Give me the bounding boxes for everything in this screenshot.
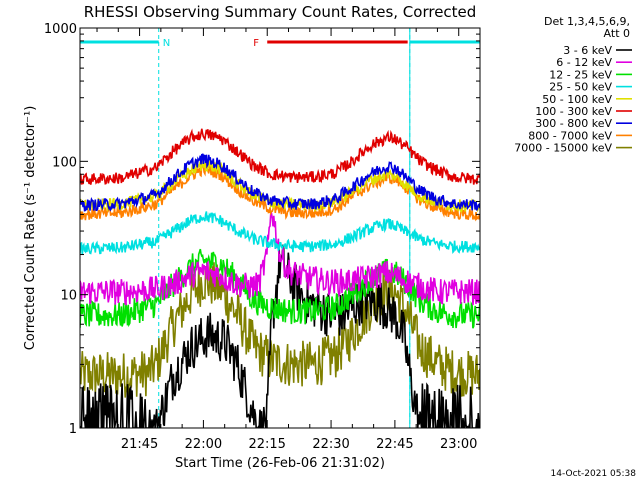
detector-info-text: Att 0 <box>604 27 630 40</box>
series-line <box>80 128 480 185</box>
series-line <box>80 159 480 214</box>
y-tick-label: 1 <box>69 422 77 437</box>
legend-label: 100 - 300 keV <box>535 105 612 118</box>
series-line <box>80 153 480 212</box>
y-axis-label: Corrected Count Rate (s⁻¹ detector⁻¹) <box>23 106 38 351</box>
legend-label: 3 - 6 keV <box>563 44 612 57</box>
x-tick-label: 21:45 <box>121 437 158 452</box>
y-tick-label: 1000 <box>44 22 77 37</box>
x-axis: 21:45 22:00 22:15 22:30 22:45 23:00 <box>96 28 477 452</box>
flag-label: N <box>163 38 170 49</box>
legend-label: 25 - 50 keV <box>549 81 612 94</box>
y-tick-label: 100 <box>52 155 77 170</box>
x-tick-label: 22:00 <box>185 437 222 452</box>
chart-title: RHESSI Observing Summary Count Rates, Co… <box>84 3 477 21</box>
detector-info-text: Det 1,3,4,5,6,9, <box>544 15 630 28</box>
plot-frame <box>79 27 481 429</box>
x-tick-label: 23:00 <box>440 437 477 452</box>
series-line <box>80 248 480 329</box>
x-tick-label: 22:30 <box>312 437 349 452</box>
legend-label: 50 - 100 keV <box>542 93 612 106</box>
x-tick-label: 22:45 <box>376 437 413 452</box>
legend-label: 800 - 7000 keV <box>528 129 612 142</box>
legend-label: 300 - 800 keV <box>535 117 612 130</box>
series-line <box>80 211 480 255</box>
series-line <box>80 244 480 428</box>
legend-label: 7000 - 15000 keV <box>514 142 612 155</box>
y-tick-label: 10 <box>60 289 77 304</box>
x-axis-label: Start Time (26-Feb-06 21:31:02) <box>175 456 385 471</box>
y-axis: 1 10 100 1000 <box>44 22 480 437</box>
flag-label: F <box>253 38 259 49</box>
legend-label: 6 - 12 keV <box>556 56 612 69</box>
legend-label: 12 - 25 keV <box>549 68 612 81</box>
footer-timestamp: 14-Oct-2021 05:38 <box>551 469 637 479</box>
series-line <box>80 211 480 306</box>
x-tick-label: 22:15 <box>248 437 285 452</box>
series-line <box>80 262 480 399</box>
